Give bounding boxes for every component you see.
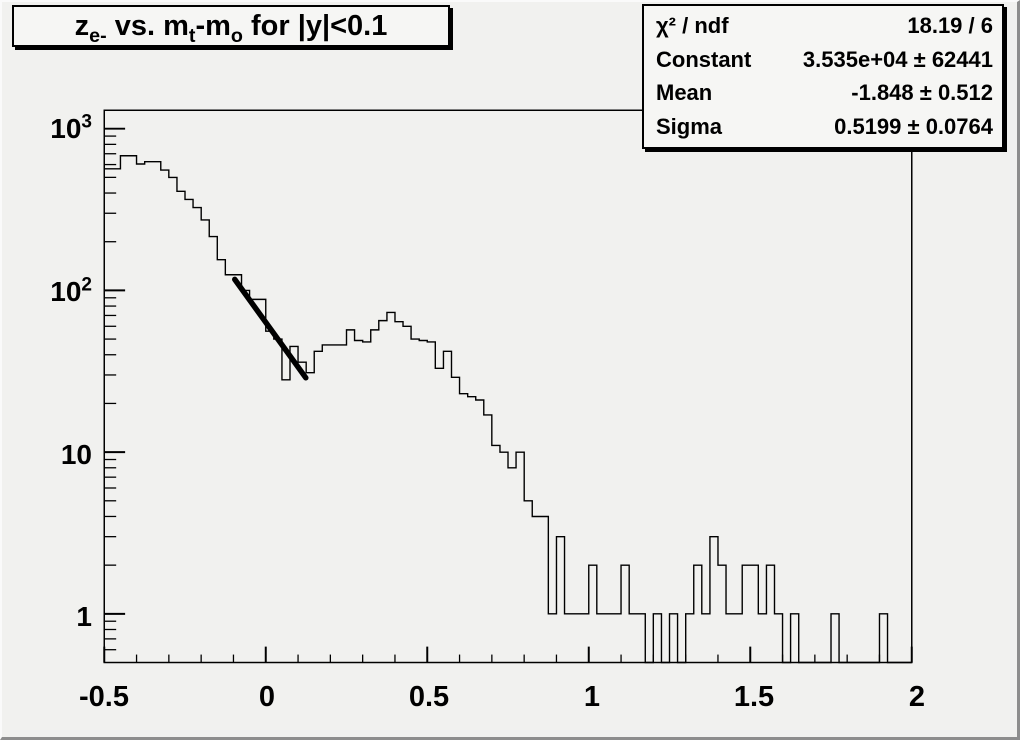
- y-exp: 2: [81, 274, 92, 296]
- stats-value: 18.19 / 6: [907, 12, 993, 38]
- stats-value: 0.5199 ± 0.0764: [834, 114, 993, 140]
- x-tick-label: -0.5: [79, 681, 129, 713]
- stats-row-constant: Constant 3.535e+04 ± 62441: [656, 47, 993, 73]
- y-tick-label-1000: 103: [50, 111, 92, 144]
- stats-value: 3.535e+04 ± 62441: [802, 46, 993, 72]
- fit-stats-box: χ² / ndf 18.19 / 6 Constant 3.535e+04 ± …: [642, 4, 1004, 149]
- stats-row-chi2: χ² / ndf 18.19 / 6: [656, 13, 993, 39]
- fit-line: [232, 276, 309, 381]
- y-tick-label-1: 1: [76, 600, 92, 632]
- x-tick-label: 1: [583, 681, 601, 713]
- x-tick-label: 2: [908, 681, 926, 713]
- x-tick-label: 0.5: [408, 681, 450, 713]
- x-tick-label: 1.5: [733, 681, 775, 713]
- stats-value: -1.848 ± 0.512: [851, 80, 993, 106]
- y-tick-label-100: 102: [50, 274, 92, 307]
- stats-label: Constant: [656, 46, 752, 72]
- stats-label: Mean: [656, 80, 713, 106]
- plot-frame: [103, 109, 913, 664]
- y-exp: 3: [81, 111, 92, 133]
- plot-title: ze- vs. mt-mo for |y|<0.1: [74, 9, 388, 47]
- x-tick-label: 0: [258, 681, 276, 713]
- plot-title-box: ze- vs. mt-mo for |y|<0.1: [12, 5, 450, 47]
- stats-label: Sigma: [656, 114, 723, 140]
- y-tick-label-10: 10: [60, 438, 92, 470]
- stats-row-mean: Mean -1.848 ± 0.512: [656, 80, 993, 106]
- stats-row-sigma: Sigma 0.5199 ± 0.0764: [656, 114, 993, 140]
- histogram-line: [104, 155, 912, 664]
- stats-label: χ² / ndf: [656, 12, 729, 38]
